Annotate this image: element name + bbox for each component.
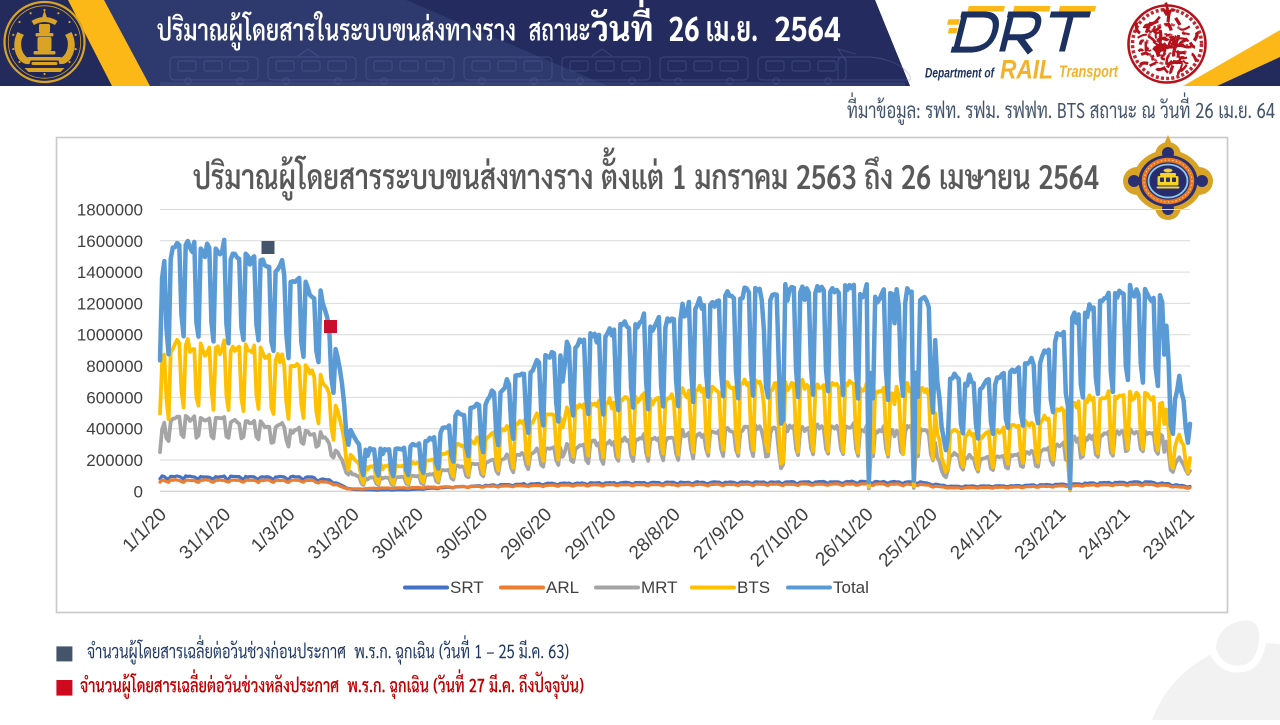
svg-text:Transport: Transport xyxy=(1059,63,1119,81)
svg-text:ARL: ARL xyxy=(546,578,579,597)
svg-text:1800000: 1800000 xyxy=(77,201,143,220)
svg-text:200000: 200000 xyxy=(86,451,143,470)
svg-text:BTS: BTS xyxy=(737,578,770,597)
svg-text:SRT: SRT xyxy=(450,578,484,597)
svg-text:RAIL: RAIL xyxy=(1000,55,1053,85)
svg-text:Department of: Department of xyxy=(925,66,995,81)
svg-text:1000000: 1000000 xyxy=(77,326,143,345)
svg-text:1400000: 1400000 xyxy=(77,263,143,282)
svg-text:800000: 800000 xyxy=(86,357,143,376)
svg-text:MRT: MRT xyxy=(641,578,678,597)
svg-text:Total: Total xyxy=(833,578,869,597)
svg-text:0: 0 xyxy=(134,482,143,501)
svg-text:600000: 600000 xyxy=(86,388,143,407)
svg-text:1600000: 1600000 xyxy=(77,232,143,251)
svg-text:400000: 400000 xyxy=(86,420,143,439)
svg-text:1200000: 1200000 xyxy=(77,294,143,313)
